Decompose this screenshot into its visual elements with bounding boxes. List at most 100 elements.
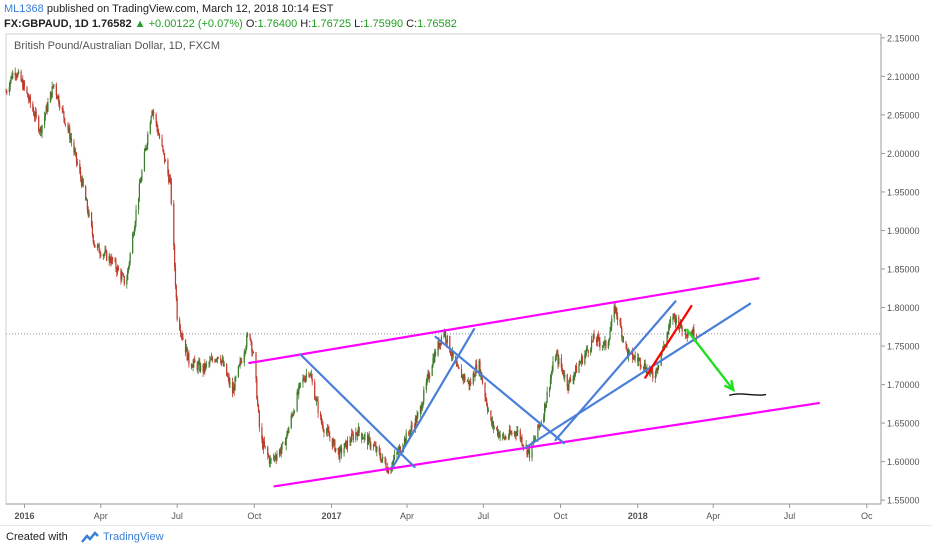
candle-body: [34, 111, 36, 118]
author-link[interactable]: ML1368: [4, 3, 44, 15]
close-label: C:: [406, 18, 418, 30]
candle-body: [49, 92, 52, 103]
candle-body: [390, 468, 392, 474]
candle-body: [386, 468, 388, 472]
candle-body: [292, 414, 294, 416]
red-trend-line: [644, 304, 693, 379]
candle-body: [361, 432, 363, 440]
candle-body: [685, 335, 687, 336]
candle-body: [486, 399, 488, 406]
candle-body: [413, 427, 416, 429]
time-tick-label: Apr: [706, 511, 720, 521]
time-axis-ticks: 2016 Apr Jul Oct 2017 Apr Jul Oct 2018 Apr Jul Oc: [14, 504, 873, 521]
candle-body: [134, 222, 136, 230]
footer: Created with TradingView: [0, 525, 932, 551]
candle-body: [68, 128, 70, 131]
candle-body: [326, 428, 328, 433]
candle-body: [462, 375, 464, 380]
candle-body: [591, 340, 594, 342]
candle-body: [644, 363, 646, 370]
candle-body: [622, 336, 624, 338]
candle-body: [280, 449, 282, 454]
candle-body: [203, 363, 205, 372]
candle-body: [585, 351, 587, 355]
candle-body: [205, 363, 207, 370]
candle-body: [210, 359, 212, 361]
price-chart[interactable]: British Pound/Australian Dollar, 1D, FXC…: [0, 32, 932, 525]
candle-body: [143, 151, 146, 172]
candle-body: [247, 333, 249, 336]
candle-body: [90, 212, 93, 226]
candle-body: [520, 437, 522, 440]
candle-body: [114, 260, 116, 262]
candle-body: [128, 262, 130, 267]
candle-body: [304, 380, 306, 382]
candle-body: [81, 178, 83, 186]
candle-body: [585, 348, 588, 352]
candle-body: [578, 364, 580, 373]
candle-body: [229, 382, 231, 385]
candle-body: [481, 379, 484, 384]
candle-body: [185, 347, 187, 353]
candle-body: [684, 329, 686, 332]
candle-body: [568, 380, 570, 390]
tradingview-logo-icon[interactable]: [80, 530, 100, 546]
candle-body: [122, 274, 125, 276]
candle-body: [11, 76, 13, 79]
candle-body: [625, 341, 627, 345]
candle-body: [543, 404, 546, 417]
candle-body: [182, 337, 184, 340]
candle-body: [525, 445, 527, 447]
candle-body: [100, 254, 102, 257]
candle-body: [422, 401, 424, 407]
candle-body: [517, 430, 519, 432]
candle-body: [502, 434, 504, 436]
candle-body: [251, 342, 253, 352]
candle-body: [217, 357, 219, 359]
candle-body: [325, 432, 328, 433]
candle-body: [164, 160, 166, 162]
candle-body: [376, 446, 378, 452]
candle-body: [429, 375, 431, 379]
candle-body: [200, 364, 202, 371]
candle-body: [270, 458, 272, 460]
green-arrow-shaft: [685, 328, 735, 391]
candle-body: [186, 347, 188, 361]
candle-body: [116, 267, 119, 273]
candle-body: [679, 327, 681, 329]
candle-body: [139, 182, 141, 184]
tradingview-brand[interactable]: TradingView: [103, 531, 164, 543]
candle-body: [28, 97, 30, 101]
candle-body: [355, 432, 357, 440]
candle-body: [93, 242, 95, 245]
candle-body: [240, 360, 242, 362]
candle-body: [398, 446, 401, 449]
candle-body: [352, 434, 354, 440]
candle-body: [634, 355, 636, 359]
candle-body: [91, 225, 94, 235]
candle-body: [205, 363, 208, 365]
candle-body: [170, 179, 172, 204]
candle-body: [210, 357, 213, 360]
candle-body: [158, 135, 161, 139]
candle-body: [194, 359, 196, 363]
candle-body: [637, 358, 640, 362]
candle-body: [38, 116, 40, 131]
candle-body: [23, 82, 26, 87]
candle-body: [351, 433, 354, 435]
candle-body: [302, 378, 304, 383]
candle-body: [667, 331, 669, 335]
candle-body: [135, 209, 137, 223]
candle-body: [610, 326, 612, 332]
candle-body: [108, 255, 110, 261]
candle-body: [384, 456, 386, 464]
candle-body: [452, 351, 454, 357]
candle-body: [291, 414, 293, 416]
candle-body: [188, 352, 190, 365]
price-tick-label: 2.15000: [887, 33, 920, 43]
candle-body: [370, 446, 372, 448]
candle-body: [21, 80, 23, 82]
candle-body: [408, 433, 411, 435]
time-tick-label: Jul: [784, 511, 796, 521]
time-tick-label: 2018: [628, 511, 648, 521]
